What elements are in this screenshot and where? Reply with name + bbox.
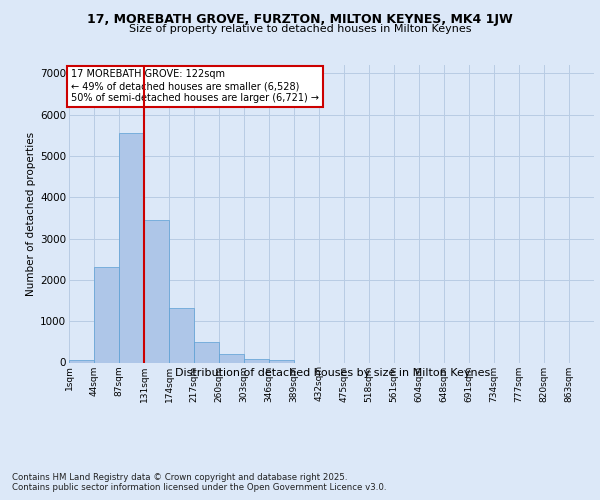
Text: Size of property relative to detached houses in Milton Keynes: Size of property relative to detached ho… (129, 24, 471, 34)
Bar (69, 360, 94, 362)
Text: Contains HM Land Registry data © Crown copyright and database right 2025.: Contains HM Land Registry data © Crown c… (12, 472, 347, 482)
Text: 17 MOREBATH GROVE: 122sqm
← 49% of detached houses are smaller (6,528)
50% of se: 17 MOREBATH GROVE: 122sqm ← 49% of detac… (71, 70, 319, 102)
Text: 17, MOREBATH GROVE, FURZTON, MILTON KEYNES, MK4 1JW: 17, MOREBATH GROVE, FURZTON, MILTON KEYN… (87, 12, 513, 26)
Text: Distribution of detached houses by size in Milton Keynes: Distribution of detached houses by size … (175, 368, 491, 378)
Bar (144, 220, 169, 362)
Bar (119, 133, 144, 362)
Bar (244, 359, 269, 362)
Text: Contains public sector information licensed under the Open Government Licence v3: Contains public sector information licen… (12, 484, 386, 492)
Bar (194, 342, 219, 362)
Y-axis label: Number of detached properties: Number of detached properties (26, 132, 36, 296)
Bar (269, 360, 294, 362)
Bar (94, 268, 119, 362)
Bar (219, 354, 244, 362)
Bar (169, 308, 194, 362)
